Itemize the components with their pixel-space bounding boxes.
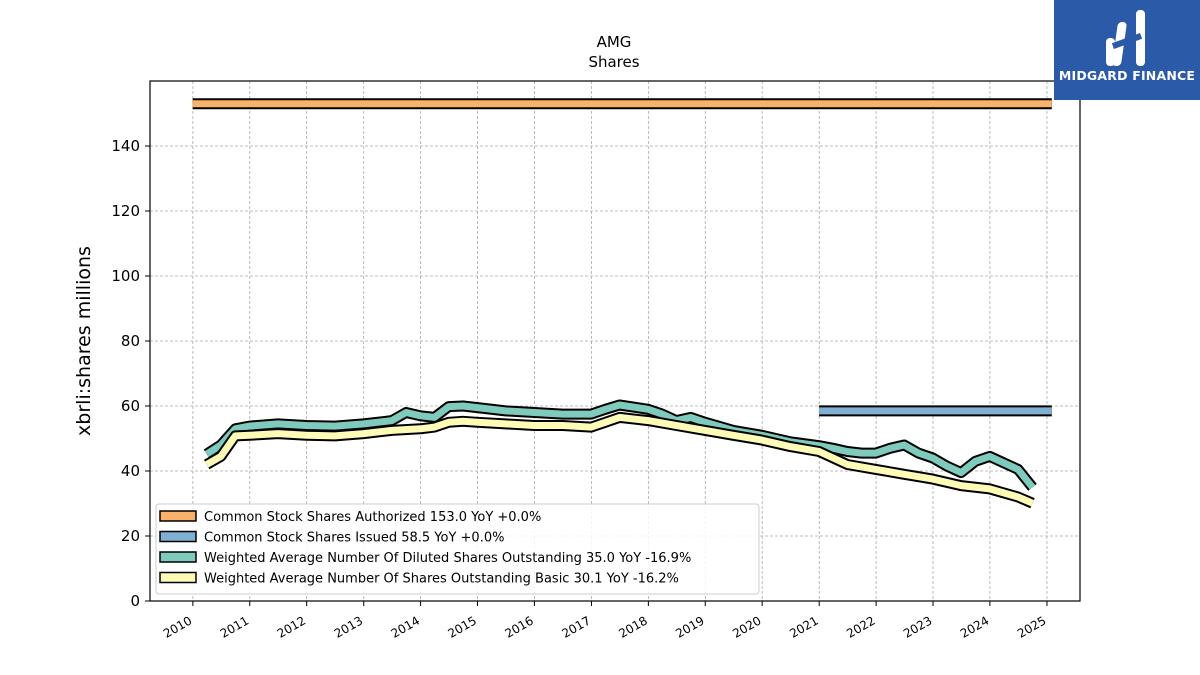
x-tick-label: 2022: [844, 613, 877, 640]
x-tick-label: 2021: [787, 613, 820, 640]
legend-label: Weighted Average Number Of Shares Outsta…: [204, 572, 679, 587]
x-tick-label: 2015: [446, 613, 479, 640]
x-tick-label: 2024: [958, 613, 991, 640]
y-tick-label: 60: [121, 397, 140, 415]
grid: [150, 81, 1080, 602]
y-axis-label: xbrli:shares millions: [73, 246, 95, 436]
y-tick-label: 20: [121, 527, 140, 545]
legend: Common Stock Shares Authorized 153.0 YoY…: [155, 503, 760, 595]
midgard-logo-icon: [1106, 10, 1145, 66]
legend-swatch: [159, 551, 197, 563]
x-tick-label: 2012: [275, 613, 308, 640]
series-core: [204, 413, 1034, 507]
x-tick-label: 2017: [560, 613, 593, 640]
x-tick-label: 2010: [161, 613, 194, 640]
y-tick-label: 80: [121, 332, 140, 350]
x-tick-label: 2016: [502, 613, 535, 640]
legend-entry: Common Stock Shares Issued 58.5 YoY +0.0…: [159, 530, 504, 546]
x-tick-label: 2023: [901, 613, 934, 640]
legend-label: Weighted Average Number Of Diluted Share…: [204, 551, 691, 566]
x-tick-label: 2013: [332, 613, 365, 640]
x-tick-label: 2011: [218, 613, 251, 640]
y-tick-label: 100: [111, 267, 140, 285]
legend-swatch: [159, 530, 197, 543]
chart-subtitle: Shares: [588, 53, 639, 71]
series-core: [204, 401, 1036, 490]
legend-label: Common Stock Shares Authorized 153.0 YoY…: [204, 510, 541, 525]
chart-title: AMG: [597, 33, 632, 51]
y-tick-label: 0: [130, 592, 140, 610]
x-tick-label: 2020: [730, 613, 763, 640]
series-layer: [192, 98, 1052, 509]
logo-text: MIDGARD FINANCE: [1058, 68, 1196, 83]
y-tick-label: 40: [121, 462, 140, 480]
legend-entry: Common Stock Shares Authorized 153.0 YoY…: [159, 510, 541, 525]
legend-box: [155, 503, 760, 595]
series-line: [203, 411, 1035, 509]
legend-label: Common Stock Shares Issued 58.5 YoY +0.0…: [204, 531, 504, 546]
brand-logo: MIDGARD FINANCE: [1054, 0, 1200, 100]
legend-entry: Weighted Average Number Of Shares Outsta…: [159, 571, 679, 587]
x-tick-label: 2019: [673, 613, 706, 640]
x-tick-label: 2025: [1015, 613, 1048, 640]
series-line: [203, 399, 1037, 491]
legend-entry: Weighted Average Number Of Diluted Share…: [159, 551, 691, 566]
legend-swatch: [159, 510, 197, 522]
x-tick-label: 2018: [616, 613, 649, 640]
legend-swatch: [159, 571, 197, 584]
y-tick-label: 120: [111, 202, 140, 220]
x-tick-label: 2014: [389, 613, 422, 640]
y-tick-label: 140: [111, 137, 140, 155]
